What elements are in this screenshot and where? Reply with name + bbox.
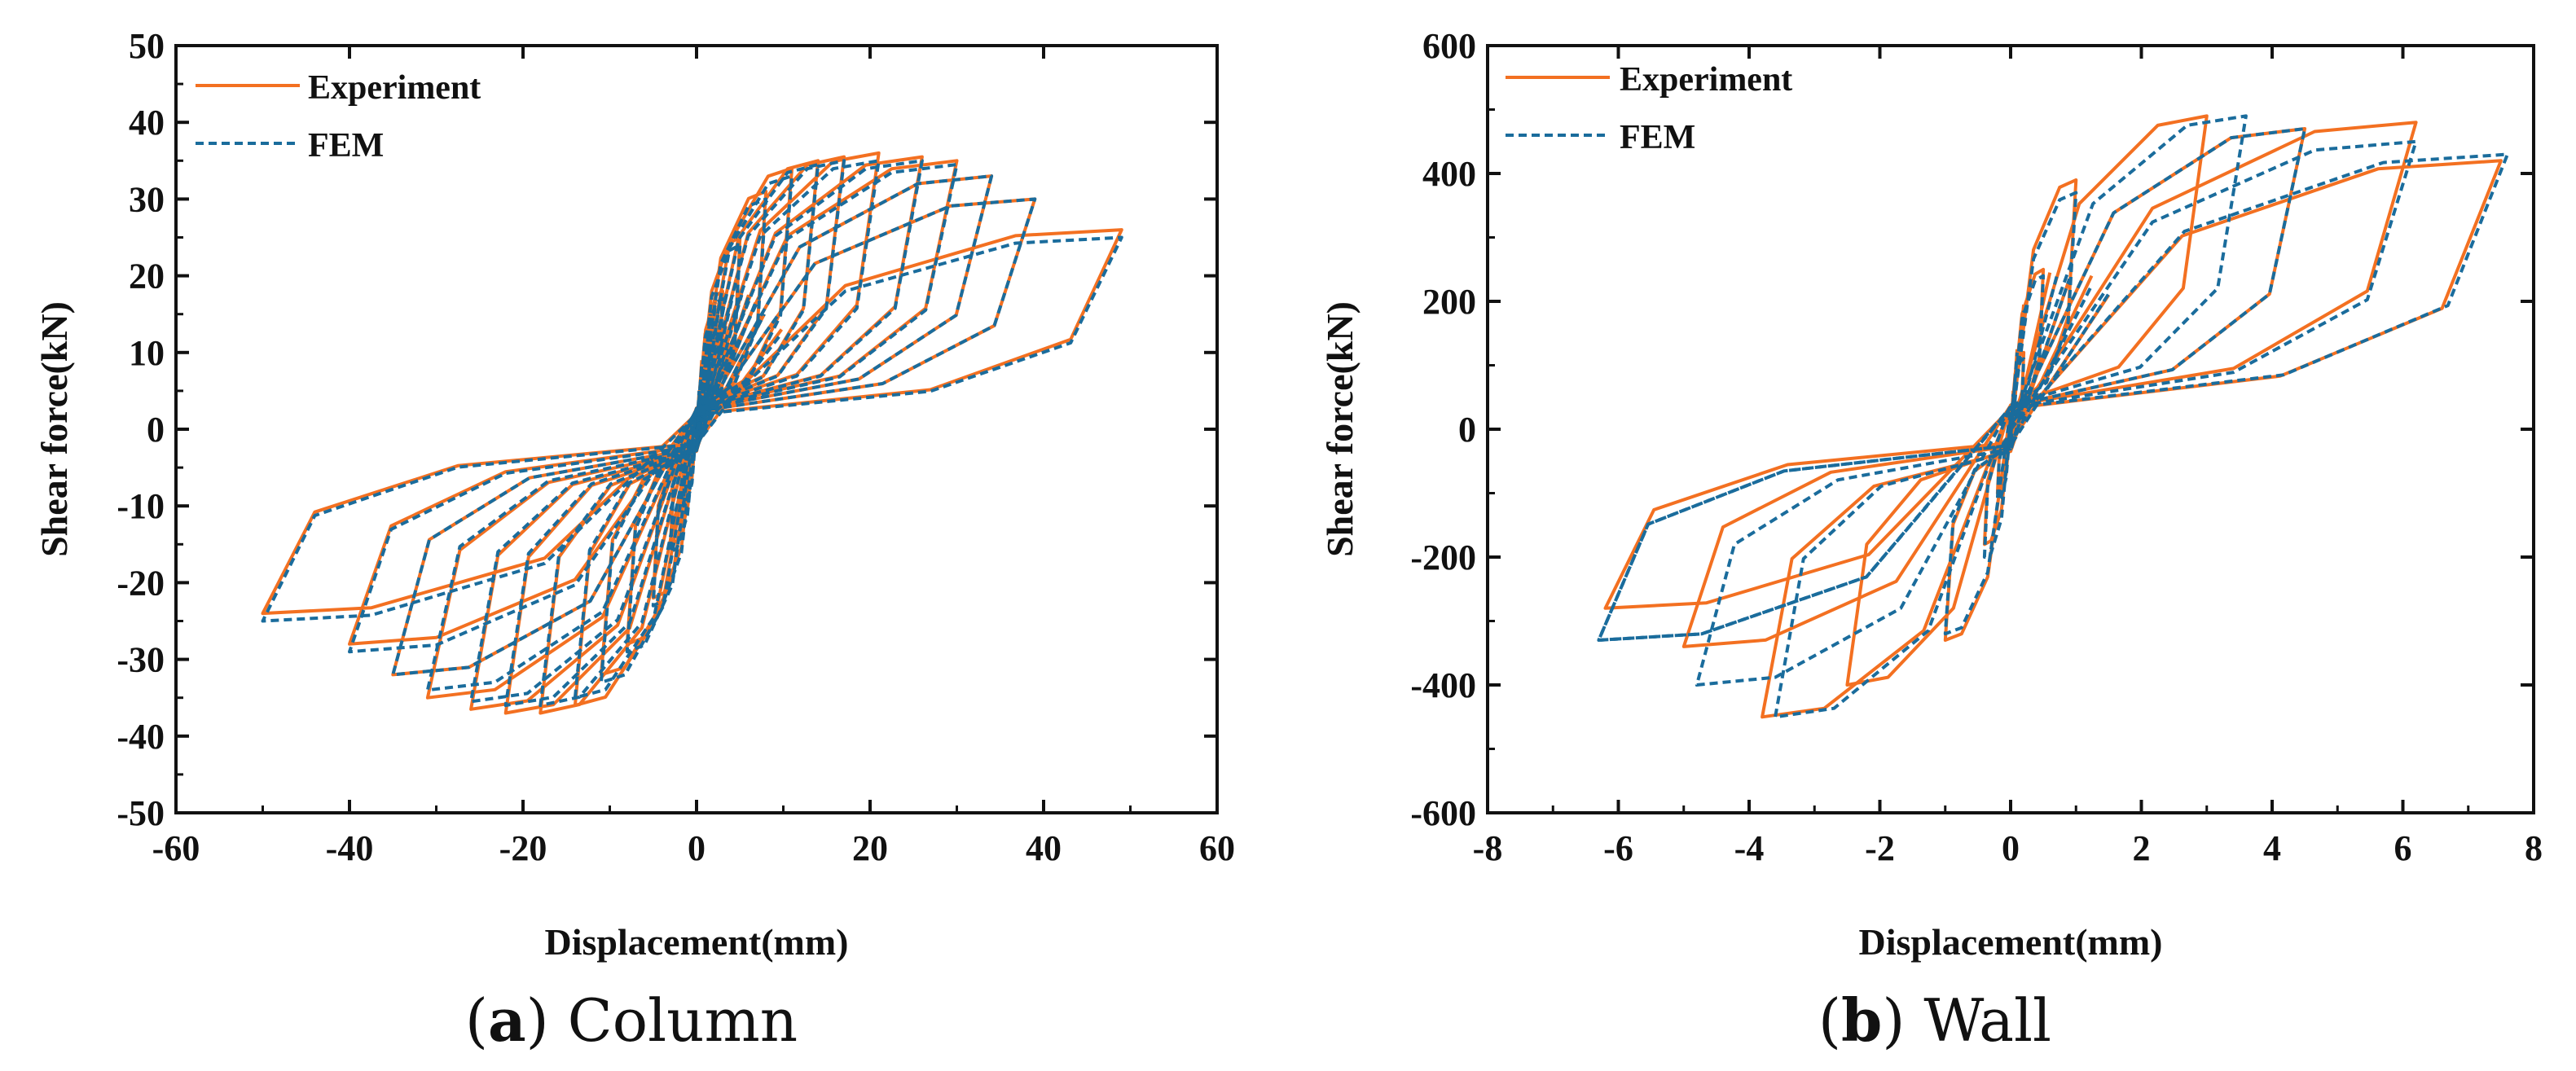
x-tick-label-wall: -2 (1865, 828, 1895, 868)
x-tick-label-wall: 6 (2394, 828, 2412, 868)
fem-loop-column (425, 163, 959, 692)
experiment-loop-wall (1681, 121, 2418, 648)
experiment-loop-wall (1845, 114, 2209, 687)
x-tick-label-wall: -6 (1603, 828, 1633, 868)
fem-loop-wall (1597, 139, 2418, 642)
y-tick-label-column: -10 (116, 486, 165, 526)
series-group-column (261, 151, 1123, 715)
y-tick-label-column: 10 (129, 333, 165, 373)
caption-text-column: Column (568, 986, 798, 1055)
x-tick-label-wall: -4 (1734, 828, 1765, 868)
fem-loop-wall (1695, 127, 2307, 687)
fem-loop-wall (1943, 191, 2078, 636)
fem-loop-column (348, 197, 1037, 654)
y-axis-title-wall: Shear force(kN) (1319, 301, 1361, 557)
legend-label-experiment-wall: Experiment (1620, 61, 1792, 99)
x-tick-label-column: -40 (326, 828, 374, 868)
x-tick-label-wall: 4 (2263, 828, 2281, 868)
chart-wall: -8 -6 -4 -2 0 2 4 6 8 -600 -400 -200 0 200 400 600 Expe… (1319, 26, 2543, 1055)
fem-loop-column (599, 174, 794, 684)
fem-loop-column (503, 159, 881, 708)
y-tick-label-column: 50 (129, 26, 165, 66)
y-tick-label-wall: 0 (1458, 410, 1476, 450)
y-tick-label-column: 20 (129, 257, 165, 296)
fem-loop-wall (1597, 152, 2509, 642)
x-tick-label-column: 40 (1026, 828, 1062, 868)
fem-loop-column (391, 174, 994, 677)
fem-loop-wall (1982, 274, 2046, 559)
legend-label-fem-wall: FEM (1620, 119, 1695, 156)
y-tick-label-column: -50 (116, 793, 165, 833)
caption-text-wall: Wall (1923, 986, 2051, 1055)
y-tick-label-wall: -200 (1410, 538, 1476, 577)
y-tick-label-wall: 600 (1422, 26, 1476, 66)
y-tick-label-column: -40 (116, 717, 165, 757)
y-tick-label-column: 0 (147, 410, 165, 450)
axis-ticks-wall: -8 -6 -4 -2 0 2 4 6 8 -600 -400 -200 0 200 400 600 (1410, 26, 2543, 868)
legend-label-experiment: Experiment (308, 69, 481, 107)
legend-wall: Experiment FEM (1506, 61, 1792, 156)
fem-loop-column (573, 163, 820, 700)
y-tick-label-wall: 400 (1422, 154, 1476, 194)
x-tick-label-wall: 8 (2525, 828, 2543, 868)
y-tick-label-wall: 200 (1422, 282, 1476, 322)
experiment-loop-wall (1603, 159, 2503, 610)
y-tick-label-column: -20 (116, 563, 165, 603)
x-tick-label-wall: 2 (2133, 828, 2151, 868)
caption-letter-a: a (488, 985, 526, 1055)
caption-wall: (b) Wall (1818, 985, 2051, 1055)
x-tick-label-column: -60 (152, 828, 200, 868)
caption-column: (a) Column (465, 985, 798, 1055)
series-group-wall (1597, 114, 2509, 719)
x-axis-title-column: Displacement(mm) (544, 921, 848, 963)
y-tick-label-column: 40 (129, 103, 165, 143)
fem-loop-column (538, 159, 846, 708)
y-tick-label-column: 30 (129, 179, 165, 219)
fem-loop-column (261, 235, 1123, 623)
experiment-loop-column (261, 228, 1123, 616)
y-axis-title-column: Shear force(kN) (33, 301, 75, 557)
y-tick-label-column: -30 (116, 640, 165, 680)
x-tick-label-wall: -8 (1473, 828, 1503, 868)
fem-loop-column (469, 159, 924, 704)
x-tick-label-column: 0 (688, 828, 706, 868)
x-tick-label-wall: 0 (2002, 828, 2020, 868)
x-tick-label-column: 60 (1199, 828, 1235, 868)
x-tick-label-column: 20 (852, 828, 888, 868)
axis-ticks-column: -60 -40 -20 0 20 40 60 -50 -40 -30 -20 -10 0 10 20 30 40… (116, 26, 1235, 868)
x-axis-title-wall: Displacement(mm) (1858, 921, 2162, 963)
chart-column: -60 -40 -20 0 20 40 60 -50 -40 -30 -20 -10 0 10 20 30 40… (33, 26, 1235, 1055)
y-tick-label-wall: -400 (1410, 665, 1476, 705)
y-tick-label-wall: -600 (1410, 793, 1476, 833)
caption-letter-b: b (1841, 985, 1882, 1055)
experiment-loop-column (348, 197, 1037, 646)
x-tick-label-column: -20 (499, 828, 547, 868)
fem-loop-wall (1774, 114, 2248, 719)
legend-label-fem: FEM (308, 127, 384, 165)
legend-column: Experiment FEM (196, 69, 481, 165)
